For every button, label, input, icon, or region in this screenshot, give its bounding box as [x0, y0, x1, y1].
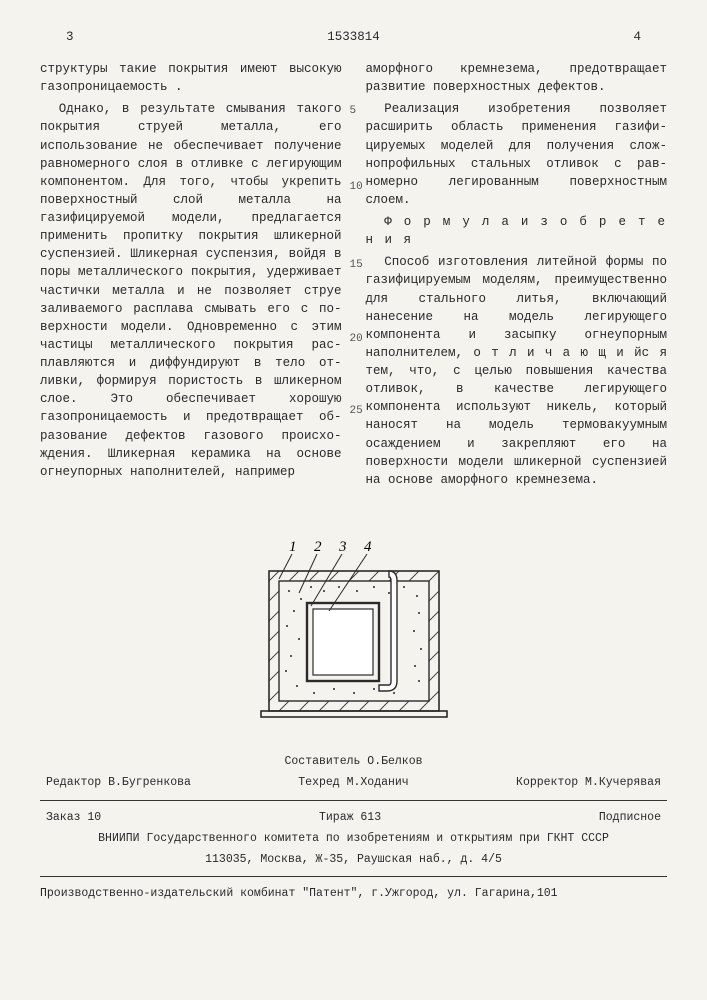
- right-para-2: Реализация изобретения позволяет расшири…: [366, 100, 668, 209]
- line-mark-20: 20: [350, 332, 363, 348]
- left-para-1: структуры такие покрытия имеют вы­сокую …: [40, 60, 342, 96]
- org-line-2: Производственно-издательский комбинат "П…: [40, 883, 667, 904]
- right-para-1: аморфного кремнезема, предотвращает разв…: [366, 60, 668, 96]
- technical-figure: 1 2 3 4: [40, 521, 667, 727]
- right-para-3: Способ изготовления литейной фор­мы по г…: [366, 253, 668, 489]
- org-line-1: ВНИИПИ Государственного комитета по изоб…: [40, 828, 667, 849]
- line-mark-5: 5: [350, 104, 357, 120]
- credits-row: Редактор В.Бугренкова Техред М.Ходанич К…: [40, 772, 667, 793]
- left-para-2: Однако, в результате смывания та­кого по…: [40, 100, 342, 481]
- tech-editor: Техред М.Ходанич: [298, 774, 408, 791]
- right-column: 5 10 15 20 25 аморфного кремнезема, пред…: [366, 60, 668, 493]
- subscription: Подписное: [599, 809, 661, 826]
- page-number-right: 4: [633, 28, 641, 46]
- page-number-left: 3: [66, 28, 74, 46]
- divider-2: [40, 876, 667, 877]
- fig-label-2: 2: [314, 539, 322, 555]
- proofreader: Корректор М.Кучерявая: [516, 774, 661, 791]
- body-columns: структуры такие покрытия имеют вы­сокую …: [40, 60, 667, 493]
- fig-label-1: 1: [289, 539, 297, 555]
- divider-1: [40, 800, 667, 801]
- compiler-line: Составитель О.Белков: [40, 751, 667, 772]
- formula-title: Ф о р м у л а и з о б р е т е н и я: [366, 213, 668, 249]
- document-number: 1533814: [327, 28, 380, 46]
- editor: Редактор В.Бугренкова: [46, 774, 191, 791]
- page-header: 3 1533814 4: [40, 28, 667, 50]
- line-mark-15: 15: [350, 258, 363, 274]
- imprint-footer: Составитель О.Белков Редактор В.Бугренко…: [40, 751, 667, 905]
- fig-label-4: 4: [364, 539, 372, 555]
- mold-diagram-svg: 1 2 3 4: [239, 521, 469, 721]
- fig-label-3: 3: [338, 539, 347, 555]
- line-mark-10: 10: [350, 180, 363, 196]
- address-line-1: 113035, Москва, Ж-35, Раушская наб., д. …: [40, 849, 667, 870]
- print-run: Тираж 613: [319, 809, 381, 826]
- order-row: Заказ 10 Тираж 613 Подписное: [40, 807, 667, 828]
- line-mark-25: 25: [350, 404, 363, 420]
- left-column: структуры такие покрытия имеют вы­сокую …: [40, 60, 342, 493]
- order-number: Заказ 10: [46, 809, 101, 826]
